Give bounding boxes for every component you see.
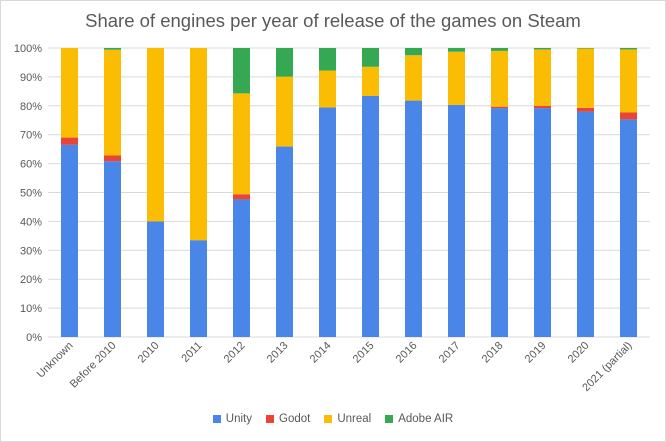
legend-item-unity: Unity xyxy=(212,413,252,425)
bar-segment-godot xyxy=(491,106,508,109)
bar-segment-unreal xyxy=(577,48,594,108)
bar-segment-unity xyxy=(104,161,121,337)
legend-swatch xyxy=(266,415,274,423)
y-tick-label: 70% xyxy=(20,130,42,142)
bar-segment-unity xyxy=(448,104,465,337)
x-tick-label: 2016 xyxy=(394,340,420,366)
bar-segment-godot xyxy=(534,105,551,109)
bar-segment-unity xyxy=(620,119,637,338)
chart-title: Share of engines per year of release of … xyxy=(85,10,581,31)
x-tick-label: Unknown xyxy=(35,340,76,381)
bar-segment-adobe-air xyxy=(233,48,250,94)
x-tick-label: 2014 xyxy=(308,340,334,366)
bar-segment-unity xyxy=(147,221,164,337)
y-tick-label: 50% xyxy=(20,188,42,200)
bar-segment-godot xyxy=(104,155,121,162)
bar-segment-adobe-air xyxy=(577,48,594,49)
bar-segment-unreal xyxy=(491,50,508,107)
bar-segment-unreal xyxy=(620,49,637,113)
y-tick-label: 80% xyxy=(20,101,42,113)
chart-legend: Unity Godot Unreal Adobe AIR xyxy=(0,413,666,425)
bar-segment-adobe-air xyxy=(362,48,379,67)
y-tick-label: 40% xyxy=(20,216,42,228)
bar-segment-unity xyxy=(233,199,250,337)
x-tick-label: 2015 xyxy=(351,340,377,366)
legend-label: Unreal xyxy=(337,413,372,425)
bar-segment-unreal xyxy=(147,48,164,222)
legend-label: Unity xyxy=(225,413,252,425)
bar-segment-godot xyxy=(233,194,250,200)
bar-segment-unity xyxy=(276,146,293,337)
bar-segment-godot xyxy=(620,112,637,120)
legend-item-adobe-air: Adobe AIR xyxy=(385,413,453,425)
legend-swatch xyxy=(324,415,333,423)
bar-segment-unity xyxy=(491,108,508,337)
bar-segment-unity xyxy=(577,111,594,337)
y-tick-label: 10% xyxy=(20,303,42,315)
x-tick-label: 2018 xyxy=(480,340,506,366)
x-tick-label: 2011 xyxy=(179,340,204,365)
x-tick-label: 2013 xyxy=(265,340,291,366)
bar-segment-adobe-air xyxy=(620,48,637,50)
bar-segment-adobe-air xyxy=(534,48,551,50)
bar-segment-unreal xyxy=(362,66,379,96)
x-tick-label: 2010 xyxy=(136,340,162,366)
legend-label: Adobe AIR xyxy=(398,413,454,425)
legend-item-godot: Godot xyxy=(266,413,310,425)
bar-segment-godot xyxy=(577,107,594,112)
bar-segment-unreal xyxy=(276,76,293,147)
legend-swatch xyxy=(212,415,221,423)
bar-segment-unity xyxy=(534,108,551,337)
bar-segment-unreal xyxy=(61,48,78,138)
bar-segment-unity xyxy=(362,95,379,337)
y-tick-label: 30% xyxy=(20,245,42,257)
bar-segment-adobe-air xyxy=(491,48,508,51)
x-tick-label: 2019 xyxy=(523,340,549,366)
bar-segment-unreal xyxy=(233,93,250,195)
bar-segment-unity xyxy=(61,144,78,337)
bar-segment-unreal xyxy=(405,55,422,101)
bar-segment-unreal xyxy=(104,49,121,156)
bar-segment-unity xyxy=(190,240,207,337)
y-tick-label: 20% xyxy=(20,274,42,286)
y-tick-label: 60% xyxy=(20,159,42,171)
legend-item-unreal: Unreal xyxy=(324,413,371,425)
x-tick-label: 2012 xyxy=(222,340,248,366)
x-tick-label: 2020 xyxy=(566,340,592,366)
bar-segment-godot xyxy=(61,137,78,145)
bar-segment-unreal xyxy=(319,70,336,108)
bar-segment-adobe-air xyxy=(276,48,293,77)
y-tick-label: 90% xyxy=(20,72,42,84)
bar-segment-adobe-air xyxy=(104,48,121,50)
legend-swatch xyxy=(385,415,394,423)
legend-label: Godot xyxy=(279,413,311,425)
bar-segment-unreal xyxy=(448,51,465,105)
bar-segment-unreal xyxy=(534,49,551,106)
bar-segment-adobe-air xyxy=(448,48,465,52)
x-tick-label: 2017 xyxy=(437,340,463,366)
y-tick-label: 100% xyxy=(14,43,42,55)
y-tick-label: 0% xyxy=(26,332,42,344)
bar-segment-unreal xyxy=(190,48,207,241)
bar-segment-unity xyxy=(319,107,336,337)
x-tick-label: Before 2010 xyxy=(68,340,119,391)
bar-segment-adobe-air xyxy=(405,48,422,56)
bar-segment-adobe-air xyxy=(319,48,336,71)
bar-segment-unity xyxy=(405,100,422,338)
